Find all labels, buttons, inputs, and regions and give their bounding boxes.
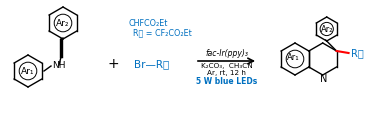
- Text: NH: NH: [52, 61, 65, 71]
- Text: R⁦: R⁦: [350, 48, 363, 58]
- Text: 5 W blue LEDs: 5 W blue LEDs: [196, 77, 257, 86]
- Text: Br—R⁦: Br—R⁦: [134, 59, 170, 69]
- Text: Ar₁: Ar₁: [287, 53, 299, 61]
- Text: K₂CO₃,  CH₃CN: K₂CO₃, CH₃CN: [201, 63, 253, 69]
- Text: N: N: [320, 74, 327, 84]
- Text: Ar, rt, 12 h: Ar, rt, 12 h: [207, 70, 246, 76]
- Text: Ar₂: Ar₂: [321, 24, 333, 34]
- Text: Ar₂: Ar₂: [56, 19, 70, 27]
- Text: fac-Ir(ppy)₃: fac-Ir(ppy)₃: [205, 49, 248, 58]
- Text: R⁦ = CF₂CO₂Et: R⁦ = CF₂CO₂Et: [133, 29, 192, 38]
- Text: +: +: [107, 57, 119, 71]
- Text: CHFCO₂Et: CHFCO₂Et: [128, 19, 168, 27]
- Text: Ar₁: Ar₁: [21, 67, 35, 76]
